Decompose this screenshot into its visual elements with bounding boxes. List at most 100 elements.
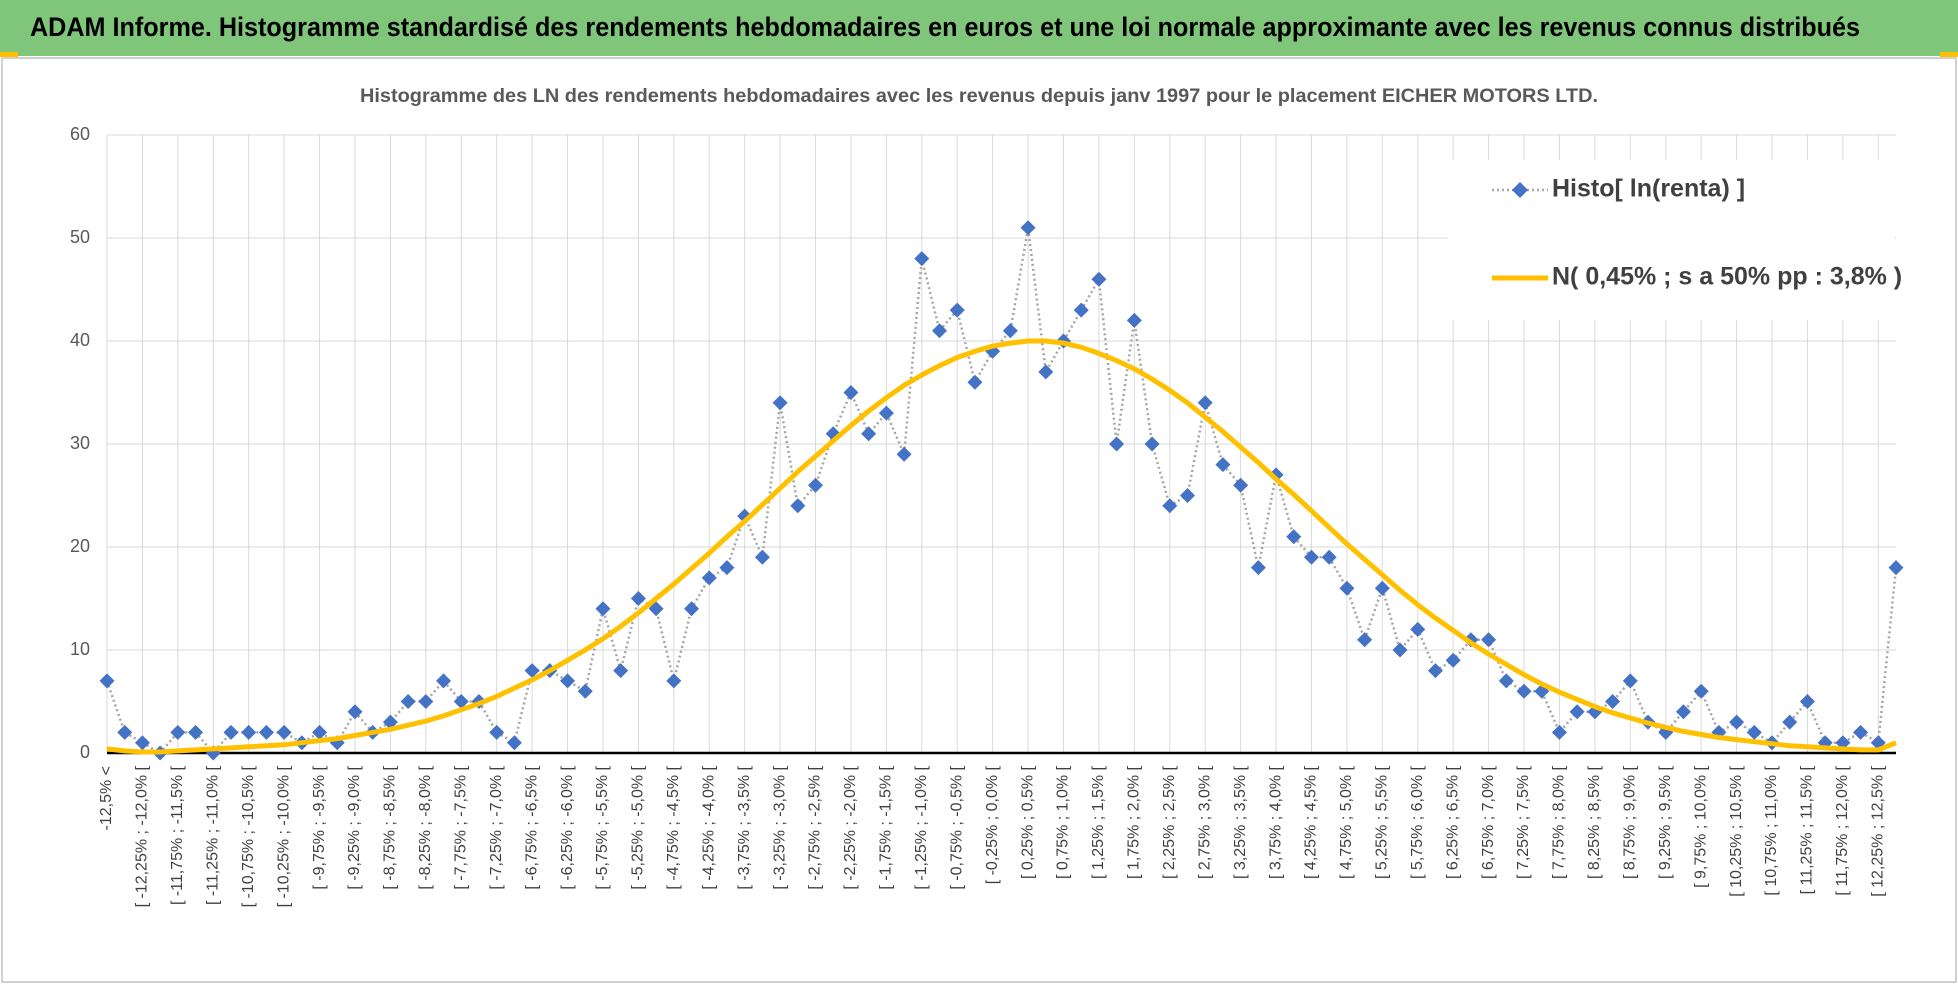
header-title: ADAM Informe. Histogramme standardisé de…	[30, 12, 1860, 42]
data-point	[1445, 652, 1461, 668]
normal-curve	[106, 338, 1897, 755]
data-point	[418, 694, 434, 709]
data-point	[1746, 724, 1762, 740]
data-point	[1020, 220, 1036, 236]
x-tick-label: [ -12,25% ; -12,0% [	[134, 765, 151, 907]
x-tick-label: [ 2,75% ; 3,0% [	[1196, 765, 1213, 879]
data-point	[258, 724, 274, 740]
data-point	[1374, 580, 1390, 596]
data-point	[1551, 724, 1567, 740]
data-point	[790, 498, 806, 514]
x-tick-label: [ 1,75% ; 2,0% [	[1126, 765, 1143, 879]
x-tick-label: [ -8,25% ; -8,0% [	[417, 765, 434, 889]
data-point	[1569, 704, 1585, 720]
x-tick-label: [ 4,75% ; 5,0% [	[1338, 765, 1355, 879]
data-point	[1162, 498, 1178, 514]
data-point	[436, 673, 452, 689]
data-point	[1144, 436, 1160, 452]
data-point	[276, 724, 292, 740]
data-point	[1339, 580, 1355, 596]
data-point	[1675, 704, 1691, 720]
x-tick-label: [ 1,25% ; 1,5% [	[1090, 765, 1107, 879]
data-point	[1179, 488, 1195, 503]
x-tick-label: [ -3,75% ; -3,5% [	[736, 765, 753, 889]
data-point	[1197, 395, 1213, 411]
data-point	[1516, 683, 1532, 699]
x-tick-label: [ -9,25% ; -9,0% [	[346, 765, 363, 889]
data-point	[1622, 673, 1638, 689]
data-point	[489, 724, 505, 740]
data-point	[1498, 673, 1514, 689]
x-tick-label: [ 12,25% ; 12,5% [	[1870, 765, 1887, 896]
x-tick-label: [ -7,75% ; -7,5% [	[452, 765, 469, 889]
x-tick-label: [ -11,75% ; -11,5% [	[169, 765, 186, 905]
data-point	[134, 735, 150, 751]
data-point	[630, 591, 646, 606]
x-tick-label: [ 10,25% ; 10,5% [	[1728, 765, 1745, 896]
data-point	[1481, 632, 1497, 648]
data-point	[1286, 529, 1302, 545]
x-tick-label: [ 3,25% ; 3,5% [	[1232, 765, 1249, 879]
header-bar	[0, 0, 1958, 56]
data-point	[241, 724, 257, 740]
corner-mark	[1940, 52, 1958, 57]
x-tick-label: [ 0,75% ; 1,0% [	[1055, 765, 1072, 879]
data-point	[1410, 621, 1426, 637]
data-point	[560, 673, 576, 689]
data-point	[1357, 632, 1373, 648]
x-tick-label: [ 6,25% ; 6,5% [	[1444, 765, 1461, 879]
data-point	[1729, 714, 1745, 730]
data-point	[878, 405, 894, 421]
data-point	[1605, 694, 1621, 709]
data-point	[1693, 683, 1709, 699]
x-tick-label: [ -2,75% ; -2,5% [	[807, 765, 824, 889]
data-point	[754, 549, 770, 565]
plot	[99, 220, 1904, 761]
x-tick-label: [ 7,25% ; 7,5% [	[1515, 765, 1532, 879]
x-tick-label: [ 8,25% ; 8,5% [	[1586, 765, 1603, 879]
data-point	[967, 374, 983, 390]
data-point	[188, 724, 204, 740]
x-tick-label: [ -0,75% ; -0,5% [	[948, 765, 965, 889]
x-tick-label: [ -1,25% ; -1,0% [	[913, 765, 930, 889]
grid: 0 10 20 30 40 50 60 -12,5% < [ -12,25% ; -12,0% …	[70, 124, 1896, 907]
data-point	[1002, 323, 1018, 339]
data-point	[772, 395, 788, 411]
y-tick-label: 30	[70, 433, 90, 453]
x-tick-label: [ 2,25% ; 2,5% [	[1161, 765, 1178, 879]
x-tick-label: [ -3,25% ; -3,0% [	[771, 765, 788, 889]
x-tick-label: [ -4,75% ; -4,5% [	[665, 765, 682, 889]
y-tick-label: 10	[70, 639, 90, 659]
chart-frame	[1, 57, 1957, 983]
data-point	[400, 694, 416, 709]
x-tick-label: [ 3,75% ; 4,0% [	[1267, 765, 1284, 879]
legend-marker	[1512, 182, 1528, 198]
data-point	[1215, 457, 1231, 473]
legend-label: Histo[ ln(renta) ]	[1552, 175, 1745, 203]
corner-mark	[0, 52, 18, 57]
x-tick-label: [ -5,25% ; -5,0% [	[630, 765, 647, 889]
y-tick-label: 20	[70, 536, 90, 556]
x-tick-label: [ 9,25% ; 9,5% [	[1657, 765, 1674, 879]
data-point	[524, 663, 540, 679]
x-tick-label: [ -8,75% ; -8,5% [	[382, 765, 399, 889]
data-point	[1073, 302, 1089, 318]
data-point	[684, 601, 700, 617]
x-tick-label: [ -10,25% ; -10,0% [	[275, 765, 292, 907]
data-point	[1250, 560, 1266, 576]
x-tick-label: [ -10,75% ; -10,5% [	[240, 765, 257, 907]
data-point	[861, 426, 877, 442]
x-tick-label: [ -6,75% ; -6,5% [	[523, 765, 540, 889]
x-tick-label: [ 11,75% ; 12,0% [	[1834, 765, 1851, 895]
x-tick-label: [ 11,25% ; 11,5% [	[1799, 765, 1816, 894]
x-tick-label: [ -1,75% ; -1,5% [	[878, 765, 895, 889]
y-tick-label: 50	[70, 227, 90, 247]
data-point	[595, 601, 611, 617]
legend-label: N( 0,45% ; s a 50% pp : 3,8% )	[1552, 263, 1902, 291]
data-point	[382, 714, 398, 730]
y-tick-label: 40	[70, 330, 90, 350]
x-tick-label: [ 10,75% ; 11,0% [	[1763, 765, 1780, 895]
legend: Histo[ ln(renta) ] N( 0,45% ; s a 50% pp …	[1448, 160, 1902, 320]
